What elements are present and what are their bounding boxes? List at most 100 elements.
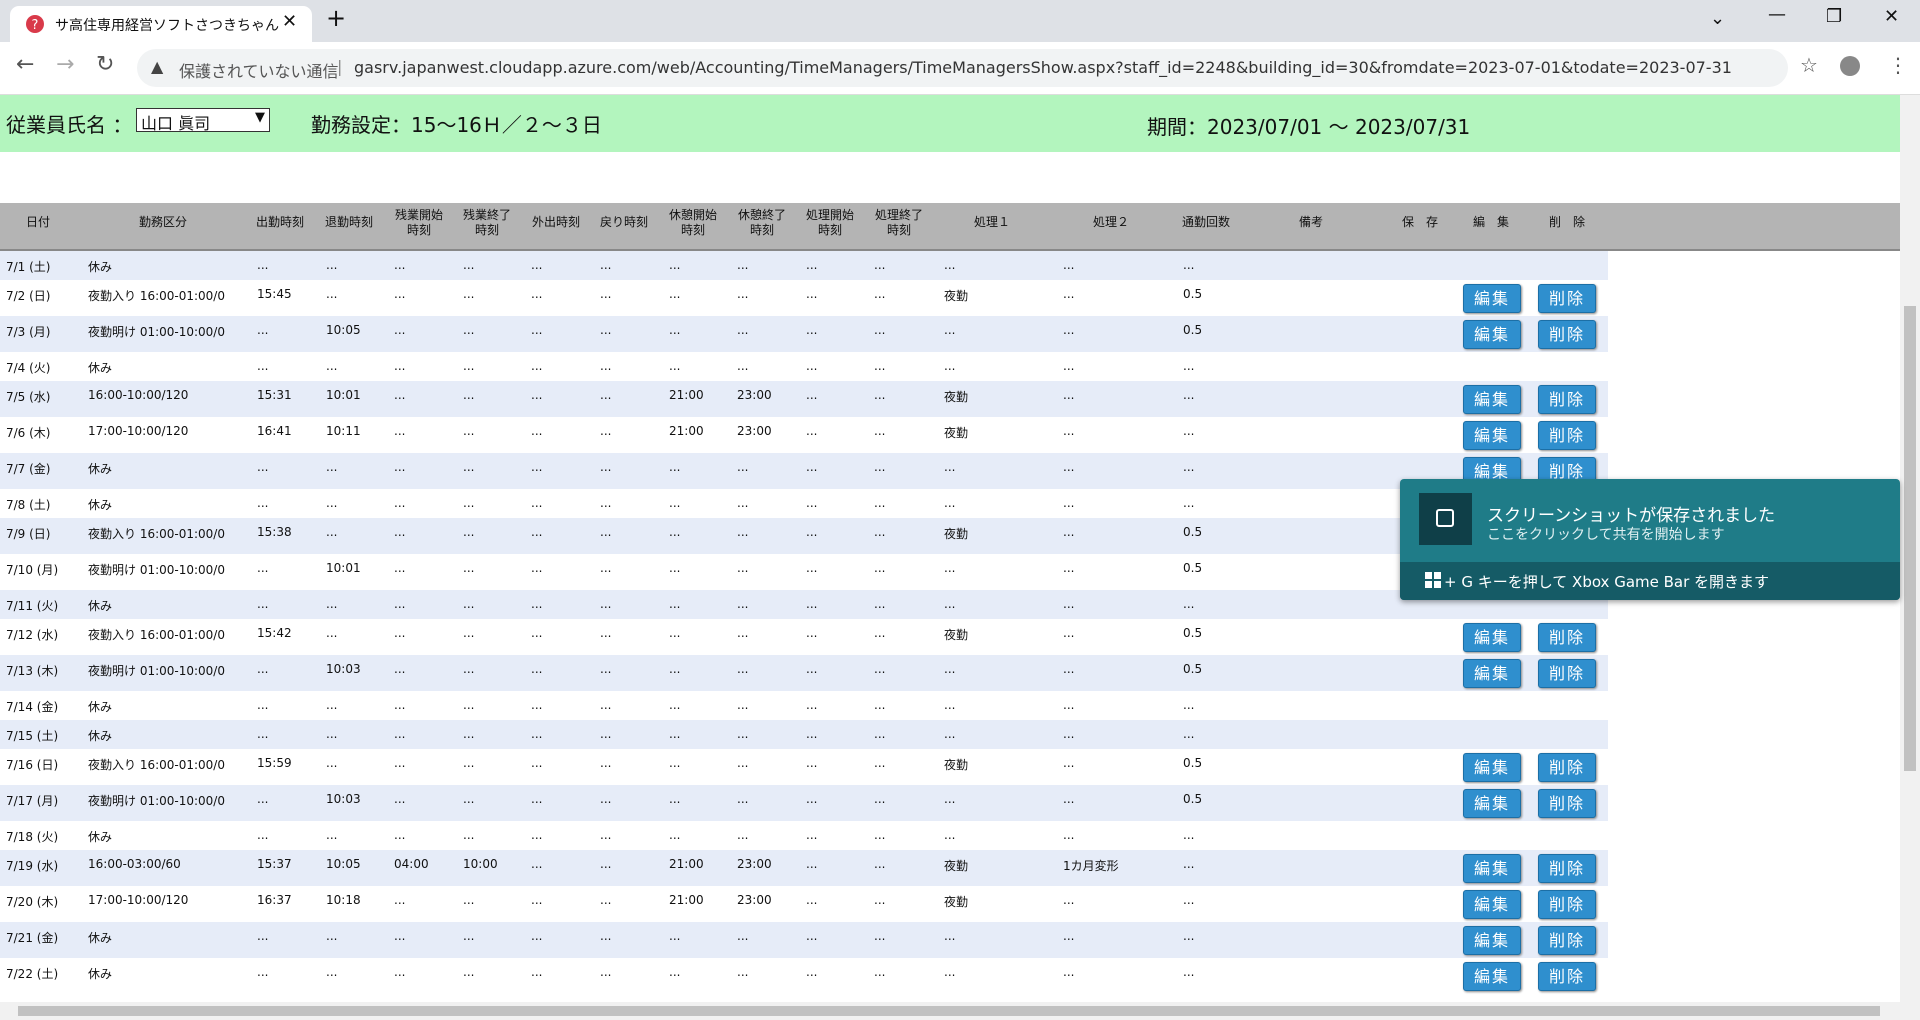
table-cell: ... bbox=[531, 662, 543, 676]
table-cell: 7/12 (水) bbox=[6, 628, 59, 642]
column-header: 処理終了 時刻 bbox=[874, 208, 924, 237]
maximize[interactable]: ❐ bbox=[1826, 6, 1843, 27]
edit-button[interactable]: 編集 bbox=[1463, 854, 1521, 883]
table-cell: ... bbox=[600, 893, 612, 907]
minimize[interactable]: — bbox=[1768, 4, 1786, 25]
edit-button[interactable]: 編集 bbox=[1463, 385, 1521, 414]
tab-close[interactable]: ✕ bbox=[282, 11, 298, 32]
edit-button[interactable]: 編集 bbox=[1463, 753, 1521, 782]
delete-button[interactable]: 削除 bbox=[1538, 926, 1596, 955]
table-cell: 夜勤 bbox=[944, 527, 969, 541]
table-cell: ... bbox=[806, 496, 818, 510]
delete-button[interactable]: 削除 bbox=[1538, 753, 1596, 782]
table-cell: ... bbox=[531, 857, 543, 871]
table-cell: ... bbox=[394, 893, 406, 907]
edit-button[interactable]: 編集 bbox=[1463, 284, 1521, 313]
table-cell: ... bbox=[1063, 893, 1075, 907]
table-cell: 休み bbox=[88, 967, 113, 981]
toast[interactable]: スクリーンショットが保存されました ここをクリックして共有を開始します + G … bbox=[1400, 479, 1900, 600]
table-cell: ... bbox=[669, 258, 681, 272]
profile[interactable] bbox=[1840, 56, 1860, 76]
table-cell: ... bbox=[1183, 828, 1195, 842]
delete-button[interactable]: 削除 bbox=[1538, 320, 1596, 349]
close-window[interactable]: ✕ bbox=[1884, 6, 1900, 27]
table-cell: ... bbox=[531, 626, 543, 640]
table-cell: ... bbox=[806, 828, 818, 842]
table-row: 7/6 (木) 17:00-10:00/120 16:41 10:11........… bbox=[0, 417, 1608, 453]
table-cell: ... bbox=[806, 597, 818, 611]
table-cell: ... bbox=[874, 525, 886, 539]
delete-button[interactable]: 削除 bbox=[1538, 421, 1596, 450]
delete-button[interactable]: 削除 bbox=[1538, 890, 1596, 919]
table-cell: ... bbox=[737, 323, 749, 337]
table-cell: 7/6 (木) bbox=[6, 426, 51, 440]
menu[interactable]: ⋮ bbox=[1888, 53, 1908, 77]
h-thumb[interactable] bbox=[18, 1006, 1880, 1016]
table-cell: ... bbox=[394, 388, 406, 402]
table-cell: ... bbox=[531, 727, 543, 741]
v-scrollbar[interactable] bbox=[1900, 95, 1920, 1002]
edit-button[interactable]: 編集 bbox=[1463, 926, 1521, 955]
delete-button[interactable]: 削除 bbox=[1538, 962, 1596, 991]
edit-button[interactable]: 編集 bbox=[1463, 320, 1521, 349]
table-row: 7/14 (金) 休み..............................… bbox=[0, 691, 1608, 720]
table-cell: 10:03 bbox=[326, 792, 361, 806]
table-cell: ... bbox=[394, 424, 406, 438]
table-cell: ... bbox=[944, 258, 956, 272]
forward[interactable]: → bbox=[56, 52, 75, 77]
table-cell: ... bbox=[326, 460, 338, 474]
table-row: 7/10 (月) 夜勤明け 01:00-10:00/0... 10:01......… bbox=[0, 554, 1608, 590]
table-cell: ... bbox=[874, 359, 886, 373]
table-cell: 7/4 (火) bbox=[6, 361, 51, 375]
edit-button[interactable]: 編集 bbox=[1463, 659, 1521, 688]
edit-button[interactable]: 編集 bbox=[1463, 623, 1521, 652]
column-header: 編 集 bbox=[1472, 215, 1510, 229]
delete-button[interactable]: 削除 bbox=[1538, 789, 1596, 818]
table-cell: ... bbox=[874, 424, 886, 438]
edit-button[interactable]: 編集 bbox=[1463, 789, 1521, 818]
table-cell: ... bbox=[394, 828, 406, 842]
tab[interactable]: ? サ高住専用経営ソフトさつきちゃん ✕ bbox=[10, 6, 312, 42]
edit-button[interactable]: 編集 bbox=[1463, 890, 1521, 919]
table-cell: 10:18 bbox=[326, 893, 361, 907]
bookmark[interactable]: ☆ bbox=[1800, 53, 1818, 77]
table-cell: ... bbox=[463, 258, 475, 272]
table-cell: ... bbox=[600, 359, 612, 373]
table-cell: ... bbox=[531, 424, 543, 438]
table-cell: ... bbox=[394, 727, 406, 741]
table-cell: ... bbox=[737, 828, 749, 842]
staff-select[interactable]: 山口 眞司 ▼ bbox=[136, 108, 270, 133]
delete-button[interactable]: 削除 bbox=[1538, 385, 1596, 414]
warning-icon: ▲ bbox=[151, 57, 164, 76]
table-cell: ... bbox=[806, 258, 818, 272]
table-cell: ... bbox=[394, 496, 406, 510]
tab-menu[interactable]: ⌄ bbox=[1710, 8, 1726, 29]
omnibox[interactable]: ▲ 保護されていない通信 | gasrv.japanwest.cloudapp.… bbox=[137, 49, 1788, 87]
delete-button[interactable]: 削除 bbox=[1538, 659, 1596, 688]
table-cell: ... bbox=[1063, 258, 1075, 272]
delete-button[interactable]: 削除 bbox=[1538, 854, 1596, 883]
table-cell: ... bbox=[257, 460, 269, 474]
v-thumb[interactable] bbox=[1904, 306, 1916, 771]
table-cell: ... bbox=[531, 597, 543, 611]
table-cell: 16:41 bbox=[257, 424, 292, 438]
column-header: 処理開始 時刻 bbox=[805, 208, 855, 237]
delete-button[interactable]: 削除 bbox=[1538, 284, 1596, 313]
column-header: 残業開始 時刻 bbox=[394, 208, 444, 237]
table-cell: ... bbox=[737, 792, 749, 806]
table-cell: 7/3 (月) bbox=[6, 325, 51, 339]
table-cell: 10:01 bbox=[326, 561, 361, 575]
edit-button[interactable]: 編集 bbox=[1463, 962, 1521, 991]
reload[interactable]: ↻ bbox=[96, 52, 115, 77]
h-scrollbar[interactable] bbox=[0, 1002, 1920, 1020]
table-cell: 0.5 bbox=[1183, 287, 1203, 301]
table-cell: ... bbox=[1063, 698, 1075, 712]
table-cell: 7/5 (水) bbox=[6, 390, 51, 404]
table-row: 7/1 (土) 休み...............................… bbox=[0, 251, 1608, 280]
delete-button[interactable]: 削除 bbox=[1538, 623, 1596, 652]
back[interactable]: ← bbox=[16, 52, 35, 77]
table-cell: ... bbox=[394, 525, 406, 539]
table-cell: ... bbox=[463, 597, 475, 611]
new-tab[interactable]: + bbox=[326, 4, 347, 32]
edit-button[interactable]: 編集 bbox=[1463, 421, 1521, 450]
